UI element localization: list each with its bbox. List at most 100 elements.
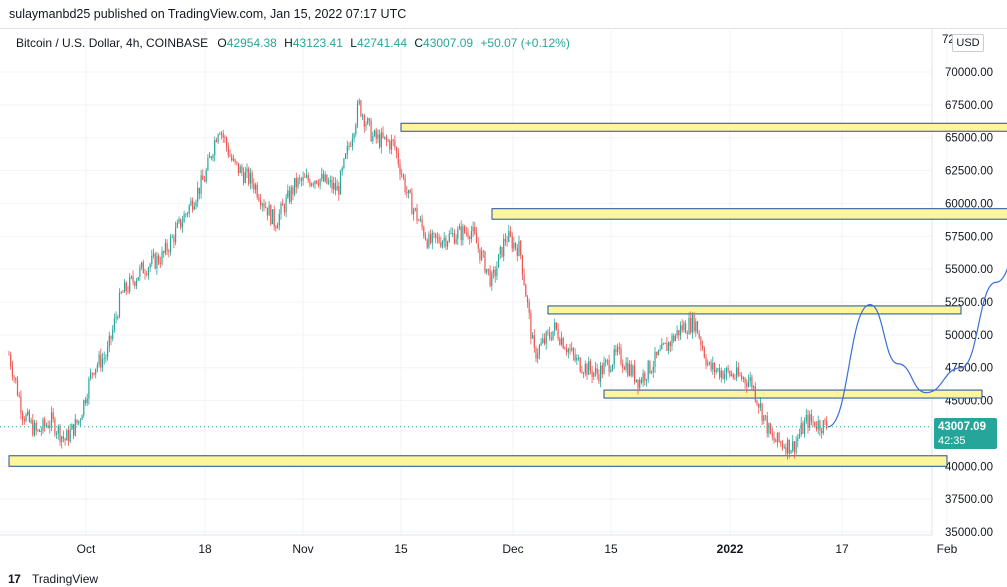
candle-up xyxy=(45,425,47,427)
candle-up xyxy=(98,354,100,365)
candle-down xyxy=(334,182,336,191)
candle-down xyxy=(618,347,620,349)
candle-down xyxy=(530,312,532,339)
candle-up xyxy=(560,338,563,345)
high-value: 43123.41 xyxy=(292,36,343,50)
candle-down xyxy=(751,376,753,388)
price-tick-label: 35000.00 xyxy=(945,527,993,539)
candle-down xyxy=(637,379,639,389)
candle-down xyxy=(793,441,795,453)
change-value: +50.07 (+0.12%) xyxy=(480,36,570,50)
candle-up xyxy=(753,386,755,388)
chart-area[interactable]: 70000.00 67500.00 65000.00 62500.00 60000.00… xyxy=(0,28,1007,563)
candle-down xyxy=(307,175,309,181)
candle-up xyxy=(749,376,751,382)
candle-down xyxy=(564,348,566,350)
candle-down xyxy=(761,403,763,421)
candle-up xyxy=(61,436,63,443)
candle-up xyxy=(124,282,126,293)
candle-down xyxy=(62,436,64,439)
candle-up xyxy=(635,379,637,382)
candle-up xyxy=(339,171,342,195)
candle-up xyxy=(193,206,195,210)
candle-down xyxy=(535,347,537,359)
candle-up xyxy=(390,139,393,150)
candle-down xyxy=(780,441,782,443)
candle-down xyxy=(569,348,571,351)
candle-down xyxy=(494,269,496,277)
candle-down xyxy=(788,439,790,454)
candle-up xyxy=(809,414,811,428)
candle-up xyxy=(730,374,733,376)
candle-up xyxy=(137,277,139,281)
candle-down xyxy=(229,155,231,157)
tradingview-logo-icon[interactable]: 17 xyxy=(8,572,21,586)
candle-down xyxy=(243,172,245,183)
candle-down xyxy=(630,364,632,376)
candle-up xyxy=(254,184,257,190)
candle-up xyxy=(407,190,410,193)
candle-down xyxy=(521,255,523,275)
candle-down xyxy=(316,180,318,184)
candle-down xyxy=(528,302,530,313)
price-chart[interactable]: 70000.00 67500.00 65000.00 62500.00 60000.00… xyxy=(0,28,1007,563)
footer-brand[interactable]: TradingView xyxy=(32,572,99,586)
candle-up xyxy=(74,419,76,436)
candle-down xyxy=(227,146,229,156)
candle-up xyxy=(336,185,338,191)
candle-down xyxy=(511,236,513,249)
candle-up xyxy=(822,420,824,434)
candle-down xyxy=(275,226,277,229)
candle-up xyxy=(197,187,199,202)
candle-up xyxy=(27,411,29,415)
candle-up xyxy=(513,242,515,249)
candle-up xyxy=(428,234,430,248)
candle-down xyxy=(416,208,418,221)
candle-up xyxy=(571,348,573,351)
candle-down xyxy=(623,367,625,370)
candle-down xyxy=(117,317,119,318)
candle-up xyxy=(787,439,789,454)
candle-down xyxy=(781,442,784,448)
candle-down xyxy=(583,373,585,374)
candle-up xyxy=(358,100,360,104)
candle-down xyxy=(134,281,136,286)
open-value: 42954.38 xyxy=(226,36,277,50)
candle-down xyxy=(453,233,455,244)
symbol-legend: Bitcoin / U.S. Dollar, 4h, COINBASE O429… xyxy=(16,36,574,50)
candle-up xyxy=(112,329,114,339)
currency-button[interactable]: USD xyxy=(952,34,984,52)
candle-up xyxy=(486,268,488,273)
candle-down xyxy=(591,370,593,377)
candle-down xyxy=(110,335,112,339)
candle-up xyxy=(707,363,709,365)
candle-up xyxy=(610,369,612,372)
candle-up xyxy=(79,419,81,421)
candle-down xyxy=(819,420,821,431)
candle-down xyxy=(338,185,340,195)
candle-up xyxy=(540,342,542,346)
candle-up xyxy=(40,431,42,432)
price-tick-label: 55000.00 xyxy=(945,264,993,276)
close-value: 43007.09 xyxy=(423,36,474,50)
candle-up xyxy=(436,236,438,238)
candle-down xyxy=(475,233,478,244)
candle-up xyxy=(538,345,540,355)
candle-up xyxy=(683,323,685,331)
candle-up xyxy=(413,209,415,215)
price-zone xyxy=(603,389,983,399)
candle-down xyxy=(509,231,512,237)
candle-up xyxy=(800,423,802,435)
candle-down xyxy=(685,323,687,334)
candle-down xyxy=(501,246,503,257)
candle-up xyxy=(593,372,595,377)
candle-down xyxy=(368,118,370,121)
candle-down xyxy=(222,133,224,138)
candle-up xyxy=(594,368,597,373)
candle-down xyxy=(288,190,291,202)
candle-up xyxy=(81,415,83,420)
candle-down xyxy=(253,183,255,190)
candle-up xyxy=(205,170,207,182)
candle-up xyxy=(321,173,323,179)
candle-down xyxy=(282,203,284,206)
